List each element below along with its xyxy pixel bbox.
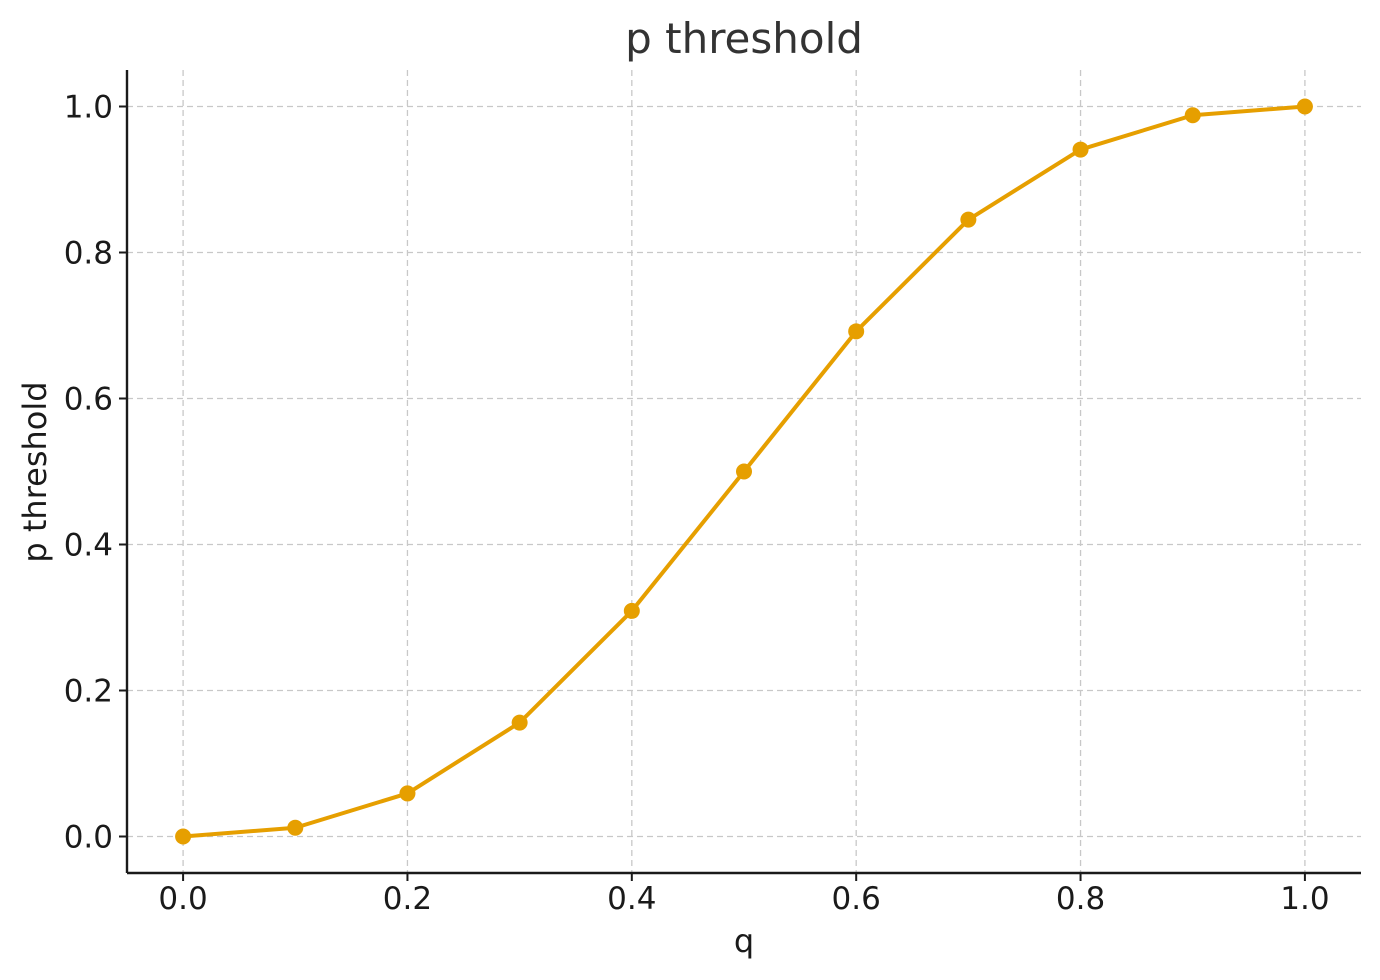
data-point	[399, 785, 416, 802]
x-tick-label: 0.0	[158, 881, 207, 917]
data-point	[287, 819, 304, 836]
x-tick-label: 0.8	[1056, 881, 1105, 917]
x-axis-label: q	[734, 922, 754, 960]
data-point	[623, 602, 640, 619]
data-point	[736, 463, 752, 480]
y-tick-label: 0.2	[64, 674, 113, 710]
data-point	[1296, 98, 1313, 115]
y-tick-label: 0.6	[64, 382, 113, 418]
x-tick-label: 0.6	[832, 881, 881, 917]
x-tick-label: 0.2	[383, 881, 432, 917]
x-axis-ticks: 0.0 0.2 0.4 0.6 0.8 1.0	[158, 873, 1330, 917]
y-tick-label: 0.4	[64, 528, 113, 564]
series-group	[175, 98, 1313, 845]
y-tick-label: 0.8	[64, 236, 113, 272]
data-point	[1184, 107, 1201, 124]
data-point	[175, 828, 192, 845]
y-tick-label: 1.0	[64, 90, 113, 126]
data-point	[960, 211, 977, 228]
grid	[127, 70, 1361, 873]
data-point	[511, 714, 528, 731]
chart-title: p threshold	[625, 14, 863, 63]
data-point	[1072, 141, 1089, 158]
y-axis-label: p threshold	[16, 381, 54, 562]
x-tick-label: 1.0	[1280, 881, 1329, 917]
y-axis-ticks: 0.0 0.2 0.4 0.6 0.8 1.0	[64, 90, 127, 856]
y-tick-label: 0.0	[64, 820, 113, 856]
x-tick-label: 0.4	[607, 881, 656, 917]
data-point	[848, 323, 865, 340]
